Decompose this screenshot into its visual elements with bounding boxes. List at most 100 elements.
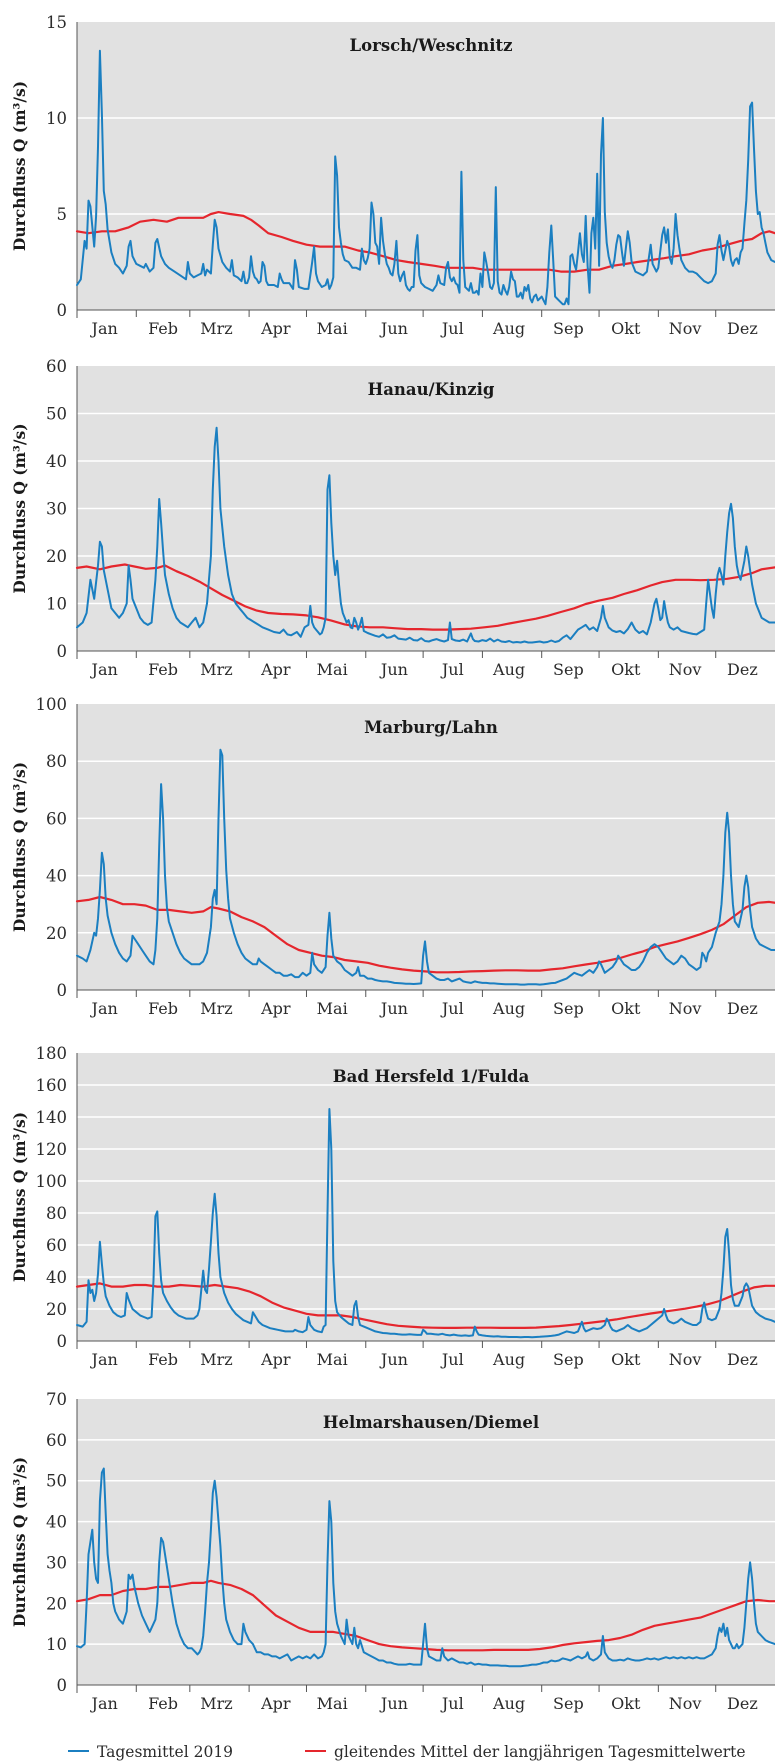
y-axis-label: Durchfluss Q (m³/s) — [10, 1457, 29, 1627]
x-tick-label: Mrz — [200, 319, 232, 338]
x-tick-label: Apr — [260, 999, 291, 1018]
x-tick-label: Feb — [148, 1350, 178, 1369]
x-tick-label: Nov — [669, 660, 702, 679]
x-tick-label: Okt — [611, 999, 641, 1018]
y-tick-label: 30 — [46, 1553, 67, 1572]
y-tick-label: 160 — [36, 1076, 68, 1095]
y-tick-label: 10 — [46, 1635, 67, 1654]
series-line-longterm-mean — [75, 895, 775, 974]
plot-background — [77, 1053, 775, 1341]
x-tick-label: Jun — [379, 660, 408, 679]
x-tick-label: Jun — [379, 999, 408, 1018]
x-tick-label: Aug — [492, 1350, 525, 1369]
x-tick-label: Dez — [727, 660, 758, 679]
chart-title: Marburg/Lahn — [364, 718, 498, 737]
y-tick-label: 10 — [46, 109, 67, 128]
legend-swatch-red — [305, 1750, 326, 1752]
chart-panel: 0 20 40 60 80 100 120 140 160 180 Jan Feb Mrz Apr Mai J… — [10, 1044, 775, 1369]
legend-swatch-blue — [68, 1750, 89, 1752]
x-tick-label: Okt — [611, 319, 641, 338]
series-line-daily-mean — [76, 748, 775, 986]
legend-label-longterm-mean: gleitendes Mittel der langjährigen Tages… — [334, 1743, 746, 1761]
x-tick-label: Nov — [669, 1350, 702, 1369]
x-tick-label: Sep — [553, 999, 584, 1018]
series-line-longterm-mean — [75, 563, 775, 631]
chart-panel: 0 20 40 60 80 100 Jan Feb Mrz Apr Mai Jun Jul Aug Sep O… — [10, 695, 775, 1018]
x-tick-label: Jun — [379, 1350, 408, 1369]
x-tick-label: Aug — [492, 1694, 525, 1713]
y-tick-label: 40 — [46, 1513, 67, 1532]
chart-title: Hanau/Kinzig — [368, 380, 495, 399]
x-tick-label: Apr — [260, 1350, 291, 1369]
series-line-longterm-mean — [75, 1579, 775, 1652]
x-tick-label: Mrz — [200, 1694, 232, 1713]
x-tick-label: Dez — [727, 319, 758, 338]
x-tick-label: Nov — [669, 1694, 702, 1713]
x-tick-label: Nov — [669, 999, 702, 1018]
y-axis-label: Durchfluss Q (m³/s) — [10, 81, 29, 251]
series-line-daily-mean — [76, 426, 775, 644]
x-tick-label: Jun — [379, 319, 408, 338]
x-tick-label: Jul — [440, 999, 464, 1018]
x-tick-label: Dez — [727, 999, 758, 1018]
series-line-daily-mean — [76, 1108, 775, 1339]
series-line-longterm-mean — [75, 211, 775, 273]
y-tick-label: 80 — [46, 752, 67, 771]
y-tick-label: 70 — [46, 1390, 67, 1409]
y-tick-label: 0 — [57, 1332, 68, 1351]
legend-item-longterm-mean: gleitendes Mittel der langjährigen Tages… — [305, 1743, 746, 1761]
x-tick-label: Sep — [553, 319, 584, 338]
x-tick-label: Dez — [727, 1694, 758, 1713]
y-tick-label: 20 — [46, 1300, 67, 1319]
y-tick-label: 80 — [46, 1204, 67, 1223]
x-tick-label: Aug — [492, 999, 525, 1018]
x-tick-label: Apr — [260, 319, 291, 338]
x-tick-label: Feb — [148, 660, 178, 679]
y-tick-label: 0 — [57, 1676, 68, 1695]
x-tick-label: Jan — [90, 1694, 118, 1713]
y-tick-label: 10 — [46, 595, 67, 614]
x-tick-label: Mai — [317, 1350, 348, 1369]
y-tick-label: 20 — [46, 924, 67, 943]
chart-title: Bad Hersfeld 1/Fulda — [333, 1067, 530, 1086]
x-tick-label: Sep — [553, 1694, 584, 1713]
y-tick-label: 20 — [46, 1594, 67, 1613]
y-tick-label: 60 — [46, 1431, 67, 1450]
chart-title: Lorsch/Weschnitz — [350, 36, 513, 55]
y-tick-label: 0 — [57, 981, 68, 1000]
x-tick-label: Okt — [611, 660, 641, 679]
y-tick-label: 40 — [46, 452, 67, 471]
x-tick-label: Feb — [148, 999, 178, 1018]
y-tick-label: 15 — [46, 13, 67, 32]
x-tick-label: Nov — [669, 319, 702, 338]
x-tick-label: Okt — [611, 1694, 641, 1713]
x-tick-label: Jun — [379, 1694, 408, 1713]
x-tick-label: Jul — [440, 319, 464, 338]
y-tick-label: 0 — [57, 301, 68, 320]
x-tick-label: Feb — [148, 1694, 178, 1713]
y-tick-label: 50 — [46, 1472, 67, 1491]
x-tick-label: Sep — [553, 660, 584, 679]
y-tick-label: 30 — [46, 500, 67, 519]
x-tick-label: Mrz — [200, 999, 232, 1018]
chart-panel: 0 10 20 30 40 50 60 Jan Feb Mrz Apr Mai Jun Jul Aug Sep… — [10, 357, 775, 679]
y-tick-label: 50 — [46, 405, 67, 424]
y-tick-label: 20 — [46, 547, 67, 566]
y-axis-label: Durchfluss Q (m³/s) — [10, 762, 29, 932]
legend-item-daily-mean: Tagesmittel 2019 — [68, 1743, 233, 1761]
series-line-longterm-mean — [75, 1282, 775, 1329]
y-tick-label: 5 — [57, 205, 68, 224]
plot-background — [77, 22, 775, 310]
x-tick-label: Aug — [492, 660, 525, 679]
legend: Tagesmittel 2019 gleitendes Mittel der l… — [0, 1743, 775, 1761]
y-axis-label: Durchfluss Q (m³/s) — [10, 423, 29, 593]
x-tick-label: Jul — [440, 1694, 464, 1713]
x-tick-label: Sep — [553, 1350, 584, 1369]
x-tick-label: Feb — [148, 319, 178, 338]
y-tick-label: 100 — [36, 695, 68, 714]
x-tick-label: Mrz — [200, 660, 232, 679]
y-tick-label: 140 — [36, 1108, 68, 1127]
x-tick-label: Mai — [317, 660, 348, 679]
y-tick-label: 60 — [46, 357, 67, 376]
